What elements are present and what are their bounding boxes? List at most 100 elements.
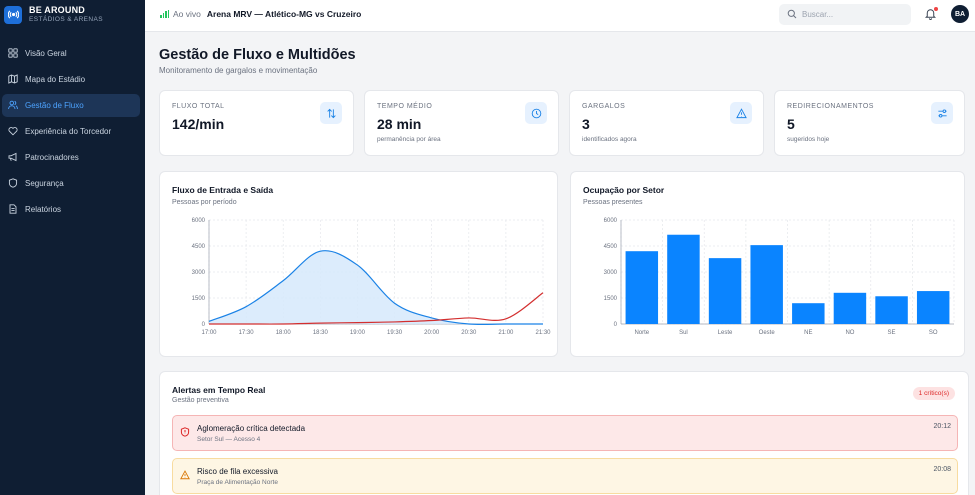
warning-icon — [180, 467, 190, 480]
stat-card-fluxo-total: FLUXO TOTAL 142/min — [159, 90, 354, 156]
stat-card-tempo-medio: TEMPO MÉDIO 28 min permanência por área — [364, 90, 559, 156]
alert-location: Praça de Alimentação Norte — [197, 479, 278, 486]
y-tick-label: 0 — [202, 322, 206, 328]
warning-icon[interactable] — [730, 102, 752, 124]
x-tick-label: 19:30 — [387, 330, 403, 336]
sidebar-item-label: Gestão de Fluxo — [25, 101, 84, 110]
alert-time: 20:12 — [933, 423, 951, 430]
panel-title: Fluxo de Entrada e Saída — [172, 185, 274, 195]
bar-se — [875, 296, 908, 324]
x-tick-label: 18:00 — [276, 330, 292, 336]
sidebar-nav: Visão Geral Mapa do Estádio Gestão de Fl… — [0, 42, 145, 224]
x-tick-label: Sul — [679, 330, 688, 336]
search-input[interactable] — [802, 10, 902, 19]
stat-note: identificados agora — [582, 136, 637, 143]
bell-icon — [924, 7, 937, 24]
stat-note: sugeridos hoje — [787, 136, 830, 143]
search-box[interactable] — [779, 4, 911, 25]
flow-chart: 0 1500 3000 4500 6000 17:00 17:30 18:00 18:30 19:… — [192, 218, 552, 336]
broadcast-icon — [4, 5, 22, 24]
y-tick-label: 6000 — [192, 218, 206, 224]
x-tick-label: 17:30 — [239, 330, 255, 336]
y-tick-label: 4500 — [192, 244, 206, 250]
avatar[interactable]: BA — [951, 5, 969, 23]
megaphone-icon — [8, 152, 18, 164]
bar-sul — [667, 234, 700, 324]
notifications-button[interactable] — [924, 7, 938, 21]
brand-name: BE AROUND — [29, 5, 85, 15]
y-tick-label: 3000 — [192, 270, 206, 276]
signal-icon — [160, 10, 169, 18]
y-tick-label: 0 — [614, 322, 618, 328]
stat-card-redirecionamentos: REDIRECIONAMENTOS 5 sugeridos hoje — [774, 90, 965, 156]
stat-value: 28 min — [377, 116, 422, 132]
x-tick-label: SE — [888, 330, 896, 336]
sidebar-item-label: Experiência do Torcedor — [25, 127, 112, 136]
series-line — [208, 292, 544, 325]
x-tick-label: 18:30 — [313, 330, 329, 336]
sidebar-item-experiencia-do-torcedor[interactable]: Experiência do Torcedor — [2, 120, 140, 143]
arrows-swap-icon[interactable] — [320, 102, 342, 124]
panel-title: Ocupação por Setor — [583, 185, 665, 195]
x-tick-label: 20:00 — [424, 330, 440, 336]
x-tick-label: 21:00 — [498, 330, 514, 336]
live-indicator: Ao vivo Arena MRV — Atlético-MG vs Cruze… — [160, 9, 361, 19]
users-icon — [8, 100, 18, 112]
sidebar-item-gestao-de-fluxo[interactable]: Gestão de Fluxo — [2, 94, 140, 117]
page-subtitle: Monitoramento de gargalos e movimentação — [159, 66, 318, 75]
sidebar-item-patrocinadores[interactable]: Patrocinadores — [2, 146, 140, 169]
clock-icon[interactable] — [525, 102, 547, 124]
grid-icon — [8, 47, 18, 60]
live-label: Ao vivo — [173, 9, 201, 19]
document-icon — [8, 203, 18, 216]
series-line — [208, 250, 543, 326]
page-title: Gestão de Fluxo e Multidões — [159, 47, 356, 63]
y-tick-label: 1500 — [604, 296, 618, 302]
sliders-icon[interactable] — [931, 102, 953, 124]
y-tick-label: 1500 — [192, 296, 206, 302]
alert-item-warning[interactable]: Risco de fila excessiva Praça de Aliment… — [172, 458, 958, 494]
flow-chart-card: Fluxo de Entrada e Saída Pessoas por per… — [159, 171, 558, 357]
bar-norte — [625, 251, 659, 324]
brand[interactable]: BE AROUND ESTÁDIOS & ARENAS — [4, 5, 103, 24]
y-tick-label: 6000 — [604, 218, 618, 224]
stat-label: TEMPO MÉDIO — [377, 103, 433, 110]
stat-label: REDIRECIONAMENTOS — [787, 103, 874, 110]
panel-subtitle: Pessoas por período — [172, 199, 237, 206]
sidebar-item-mapa-do-estadio[interactable]: Mapa do Estádio — [2, 68, 140, 91]
x-tick-label: 17:00 — [201, 330, 217, 336]
sidebar-item-label: Relatórios — [25, 205, 62, 214]
alert-title: Aglomeração crítica detectada — [197, 424, 306, 433]
heart-icon — [8, 126, 18, 138]
sector-chart-card: Ocupação por Setor Pessoas presentes 0 15… — [570, 171, 965, 357]
x-tick-label: 19:00 — [350, 330, 366, 336]
panel-subtitle: Pessoas presentes — [583, 199, 643, 206]
sidebar-item-visao-geral[interactable]: Visão Geral — [2, 42, 140, 65]
critical-count-badge: 1 crítico(s) — [912, 387, 955, 400]
alerts-card: Alertas em Tempo Real Gestão preventiva … — [159, 371, 969, 495]
shield-alert-icon — [180, 424, 190, 437]
x-tick-label: Leste — [718, 330, 733, 336]
bar-so — [916, 291, 950, 324]
sidebar-item-seguranca[interactable]: Segurança — [2, 172, 140, 195]
stat-value: 3 — [582, 116, 590, 132]
stat-label: GARGALOS — [582, 103, 626, 110]
stat-card-gargalos: GARGALOS 3 identificados agora — [569, 90, 764, 156]
brand-subtitle: ESTÁDIOS & ARENAS — [29, 16, 103, 23]
alert-item-critical[interactable]: Aglomeração crítica detectada Setor Sul … — [172, 415, 958, 451]
series-area — [209, 250, 543, 325]
sidebar: BE AROUND ESTÁDIOS & ARENAS Visão Geral … — [0, 0, 145, 495]
sidebar-item-label: Visão Geral — [25, 49, 67, 58]
stat-value: 5 — [787, 116, 795, 132]
sidebar-item-relatorios[interactable]: Relatórios — [2, 198, 140, 221]
x-tick-label: SO — [929, 330, 938, 336]
bar-ne — [792, 303, 825, 324]
x-tick-label: Norte — [634, 330, 649, 336]
x-tick-label: 20:30 — [461, 330, 477, 336]
y-tick-label: 3000 — [604, 270, 618, 276]
topbar: Ao vivo Arena MRV — Atlético-MG vs Cruze… — [145, 0, 975, 32]
sidebar-item-label: Segurança — [25, 179, 64, 188]
bar-leste — [708, 258, 742, 324]
sector-chart: 0 1500 3000 4500 6000 Norte Sul Leste Oeste NE NO S… — [604, 218, 955, 336]
sidebar-item-label: Patrocinadores — [25, 153, 79, 162]
